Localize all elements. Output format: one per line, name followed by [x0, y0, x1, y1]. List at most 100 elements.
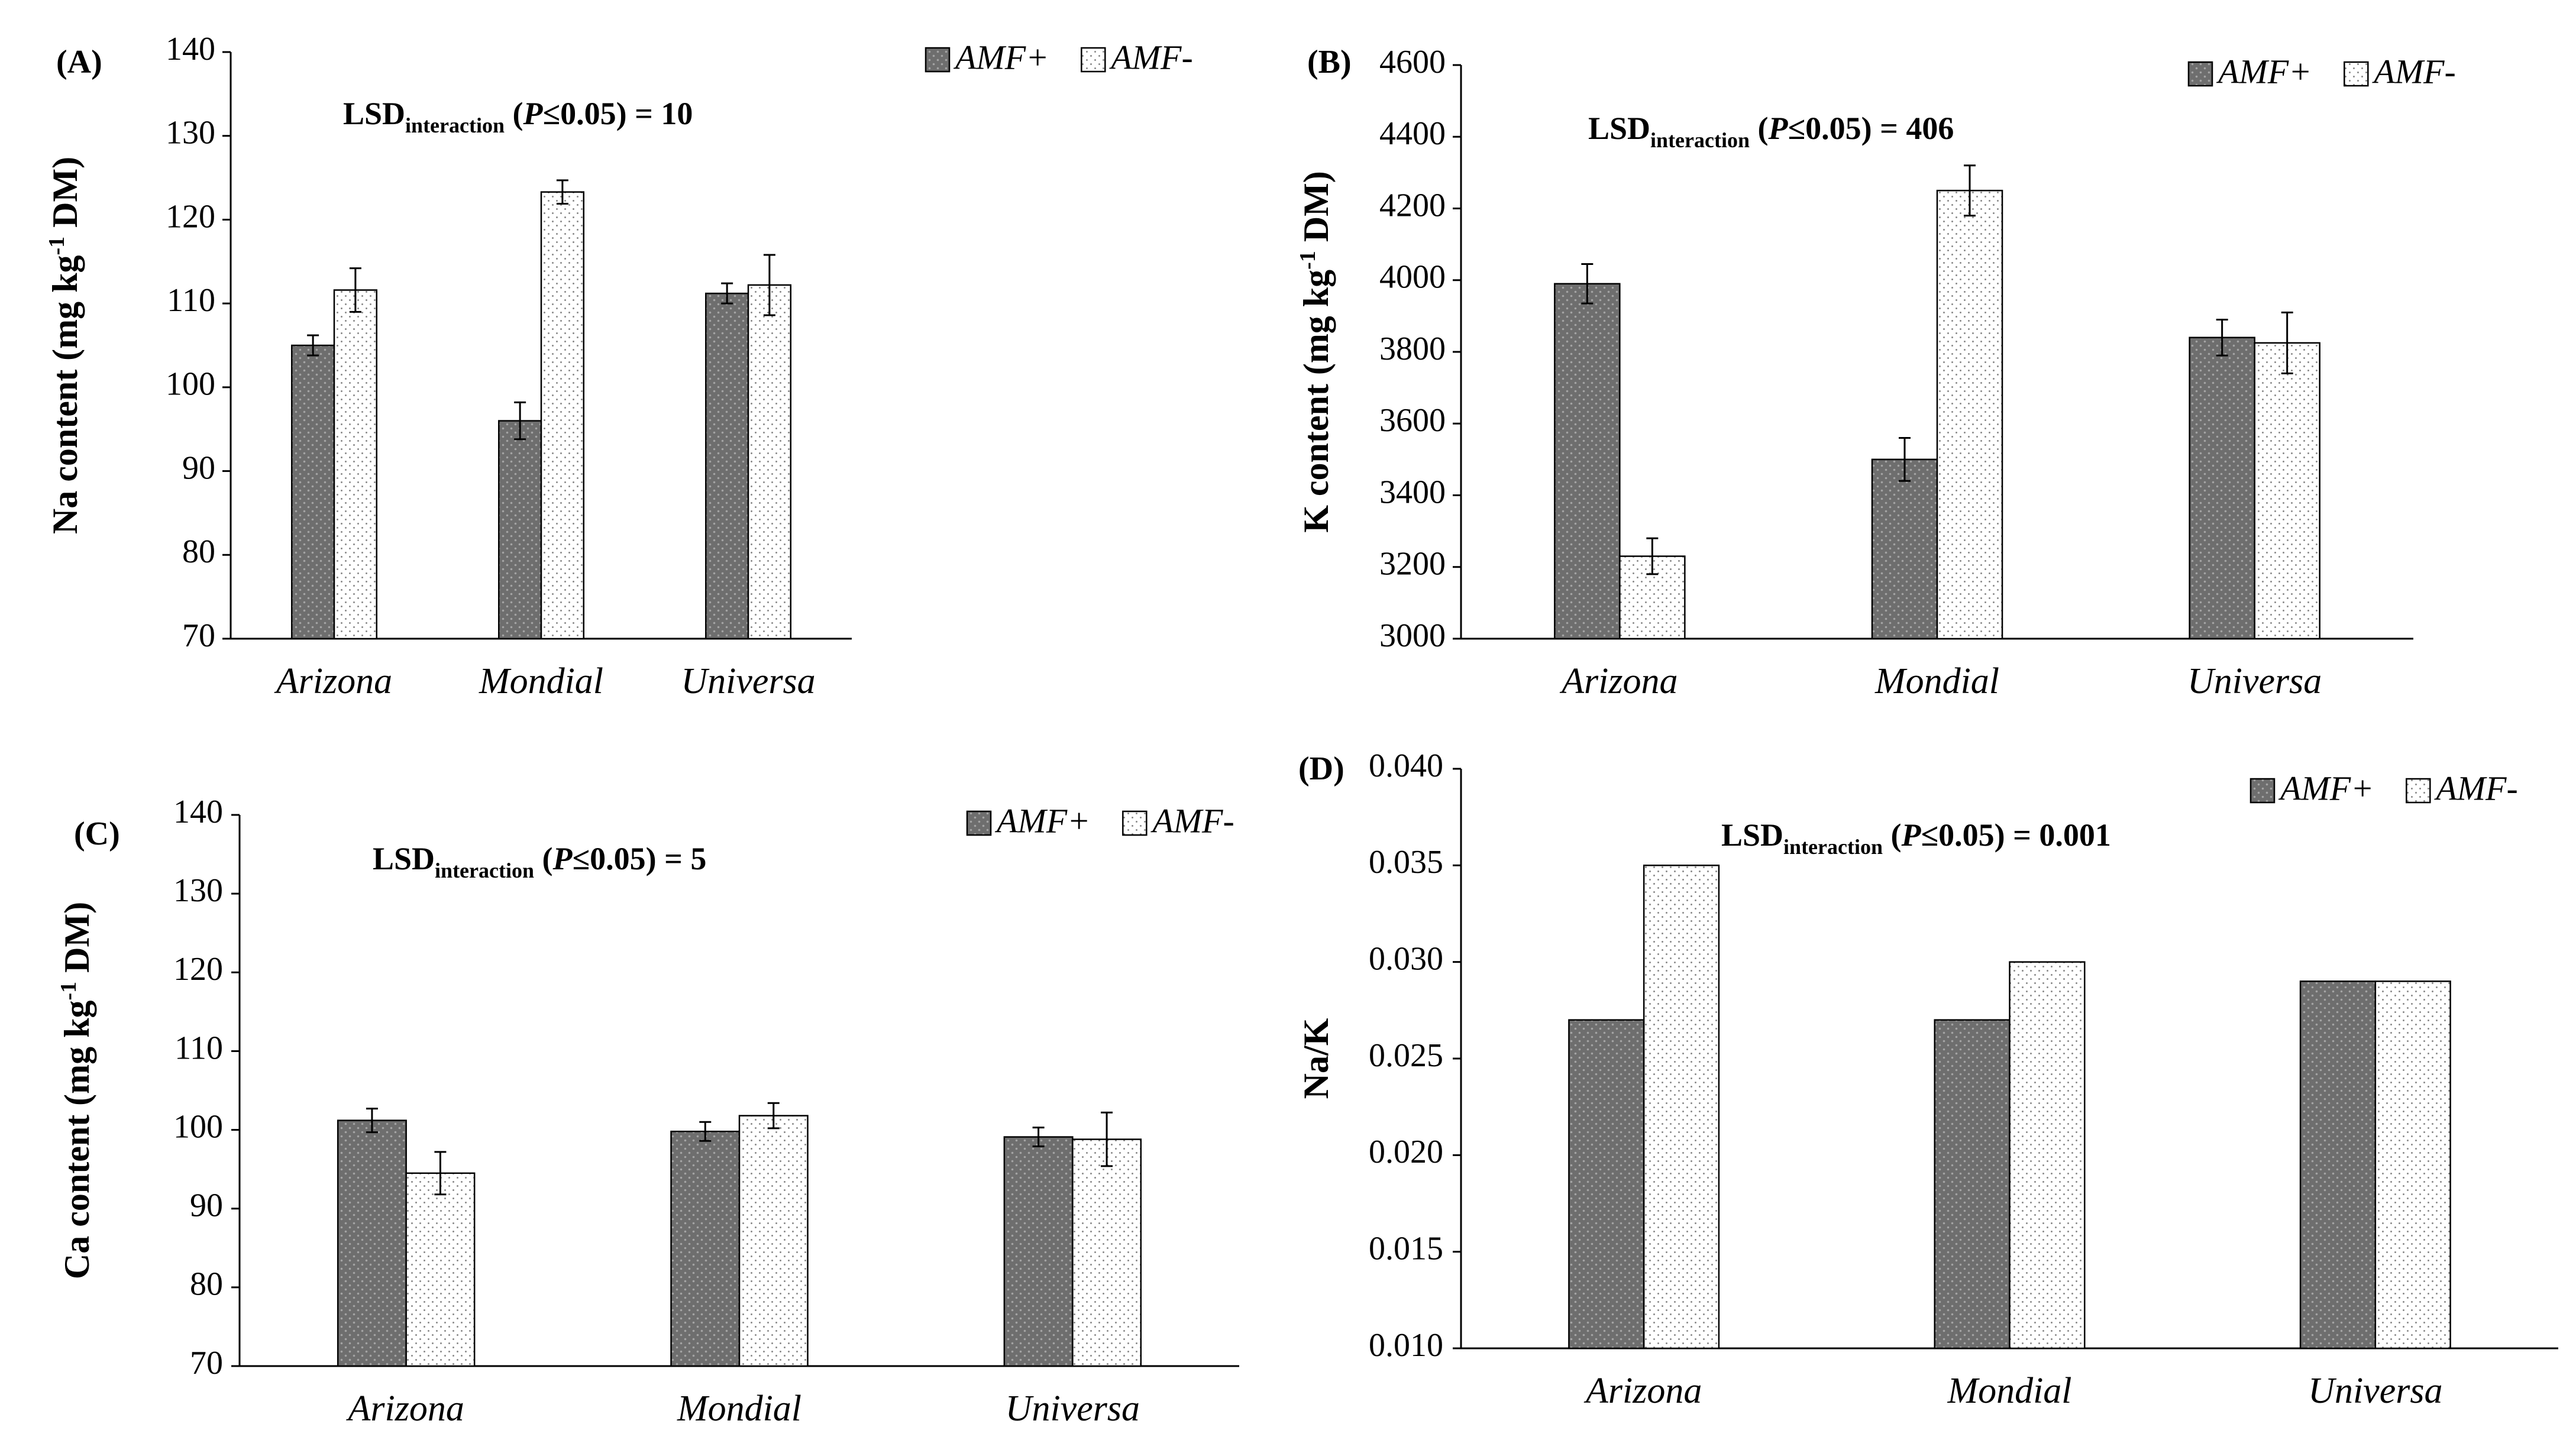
- category-label: Universa: [2187, 661, 2322, 701]
- bar-amf-plus-mondial: [1871, 458, 1938, 640]
- bar-amf-minus-arizona: [1643, 865, 1720, 1350]
- legend-label-amf-minus: AMF-: [2371, 52, 2456, 90]
- bar-amf-plus-universa: [705, 292, 749, 640]
- legend: AMF+ AMF-: [966, 801, 1234, 840]
- y-tick-label: 0.015: [1369, 1231, 1443, 1267]
- legend-swatch-amf-plus: [925, 47, 951, 73]
- legend-swatch-amf-minus: [1122, 810, 1148, 836]
- y-tick-label: 80: [190, 1266, 223, 1303]
- y-tick-label: 0.020: [1369, 1134, 1443, 1170]
- y-tick-label: 80: [182, 533, 215, 570]
- y-tick-label: 3000: [1379, 617, 1446, 654]
- legend: AMF+ AMF-: [2249, 769, 2518, 807]
- bar-amf-plus-arizona: [1554, 283, 1621, 640]
- y-tick-label: 130: [173, 872, 223, 909]
- legend-label-amf-plus: AMF+: [953, 38, 1049, 76]
- panel-label: (A): [56, 44, 102, 80]
- bar-amf-minus-arizona: [405, 1172, 476, 1367]
- y-tick-label: 90: [182, 449, 215, 486]
- category-label: Arizona: [274, 661, 392, 701]
- bar-amf-minus-mondial: [738, 1115, 809, 1367]
- bar-amf-minus-mondial: [2009, 961, 2086, 1350]
- legend-swatch-amf-plus: [2187, 61, 2213, 87]
- bar-amf-minus-arizona: [333, 289, 377, 640]
- bar-amf-minus-universa: [1072, 1138, 1142, 1367]
- y-tick-label: 110: [174, 1030, 223, 1066]
- bar-amf-plus-universa: [1003, 1136, 1074, 1367]
- y-tick-label: 4000: [1379, 259, 1446, 296]
- lsd-annotation: LSDinteraction (P≤0.05) = 5: [373, 841, 706, 882]
- legend: AMF+ AMF-: [2187, 52, 2456, 90]
- y-axis-label: K content (mg kg-1 DM): [1295, 171, 1336, 533]
- bar-amf-minus-universa: [2254, 342, 2320, 640]
- y-tick-label: 100: [166, 366, 215, 403]
- y-tick-label: 120: [173, 951, 223, 988]
- bar-amf-plus-mondial: [498, 420, 542, 640]
- category-label: Mondial: [1947, 1371, 2071, 1411]
- y-tick-label: 140: [173, 794, 223, 830]
- y-tick-label: 90: [190, 1187, 223, 1224]
- y-tick-label: 0.030: [1369, 941, 1443, 978]
- bar-amf-minus-universa: [747, 284, 791, 640]
- panel-label: (B): [1307, 44, 1352, 80]
- lsd-annotation: LSDinteraction (P≤0.05) = 406: [1588, 111, 1954, 152]
- legend-label-amf-minus: AMF-: [1150, 801, 1234, 840]
- bar-amf-plus-mondial: [1934, 1019, 2011, 1350]
- legend-swatch-amf-plus: [966, 810, 992, 836]
- bar-amf-minus-universa: [2374, 980, 2451, 1350]
- bar-amf-plus-arizona: [291, 344, 335, 640]
- category-label: Universa: [2308, 1371, 2442, 1411]
- category-label: Universa: [1006, 1389, 1140, 1429]
- panel-label: (C): [74, 816, 120, 852]
- category-label: Universa: [681, 661, 815, 701]
- bar-amf-plus-universa: [2189, 336, 2255, 640]
- y-tick-label: 100: [173, 1108, 223, 1145]
- y-tick-label: 3800: [1379, 331, 1446, 367]
- y-axis-label: Na/K: [1297, 1018, 1336, 1099]
- category-label: Mondial: [677, 1389, 801, 1429]
- y-axis-label: Na content (mg kg-1 DM): [44, 157, 85, 534]
- y-axis-label: Ca content (mg kg-1 DM): [56, 902, 96, 1279]
- legend-label-amf-plus: AMF+: [994, 801, 1090, 840]
- y-tick-label: 4200: [1379, 187, 1446, 224]
- y-tick-label: 70: [182, 617, 215, 654]
- chart-panel-d: (D) 0.010 0.015 0.020 0.025 0.030 0.035 0.040 Ar…: [1297, 747, 2558, 1411]
- bar-amf-plus-universa: [2299, 980, 2377, 1350]
- y-tick-label: 0.025: [1369, 1037, 1443, 1074]
- legend-swatch-amf-minus: [1081, 47, 1106, 73]
- y-tick-label: 0.040: [1369, 747, 1443, 784]
- category-label: Arizona: [1583, 1371, 1702, 1411]
- y-tick-label: 3600: [1379, 402, 1446, 439]
- category-label: Mondial: [479, 661, 603, 701]
- lsd-annotation: LSDinteraction (P≤0.05) = 0.001: [1721, 817, 2111, 859]
- category-label: Mondial: [1874, 661, 1999, 701]
- legend-label-amf-minus: AMF-: [1108, 38, 1193, 76]
- y-tick-label: 0.010: [1369, 1327, 1443, 1364]
- legend-label-amf-minus: AMF-: [2433, 769, 2518, 807]
- y-tick-label: 70: [190, 1345, 223, 1381]
- y-tick-label: 140: [166, 31, 215, 67]
- bar-amf-plus-mondial: [670, 1130, 741, 1367]
- legend-swatch-amf-minus: [2406, 778, 2431, 804]
- lsd-annotation: LSDinteraction (P≤0.05) = 10: [343, 96, 693, 137]
- y-tick-label: 130: [166, 115, 215, 151]
- y-tick-label: 3200: [1379, 546, 1446, 583]
- chart-panel-a: (A) 70 80 90 100 110 120 130 140 Arizona Mondial Un…: [44, 31, 1193, 701]
- bar-amf-plus-arizona: [1568, 1019, 1645, 1350]
- legend-swatch-amf-plus: [2249, 778, 2276, 804]
- y-tick-label: 110: [167, 282, 215, 319]
- panel-label: (D): [1298, 750, 1344, 787]
- legend-label-amf-plus: AMF+: [2278, 769, 2374, 807]
- chart-panel-b: (B) 3000 3200 3400 3600 3800 4000 4200 4400 4600 A…: [1295, 44, 2456, 701]
- y-tick-label: 4400: [1379, 115, 1446, 152]
- bar-amf-minus-mondial: [1936, 189, 2003, 640]
- y-tick-label: 0.035: [1369, 844, 1443, 881]
- bar-amf-minus-mondial: [540, 191, 584, 640]
- legend-swatch-amf-minus: [2344, 61, 2369, 87]
- category-label: Arizona: [345, 1389, 464, 1429]
- bar-amf-plus-arizona: [337, 1119, 407, 1367]
- y-tick-label: 120: [166, 198, 215, 235]
- y-tick-label: 3400: [1379, 474, 1446, 510]
- y-tick-label: 4600: [1379, 44, 1446, 80]
